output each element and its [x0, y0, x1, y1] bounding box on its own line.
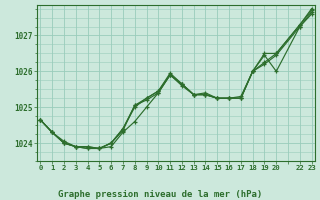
Text: Graphe pression niveau de la mer (hPa): Graphe pression niveau de la mer (hPa): [58, 190, 262, 199]
